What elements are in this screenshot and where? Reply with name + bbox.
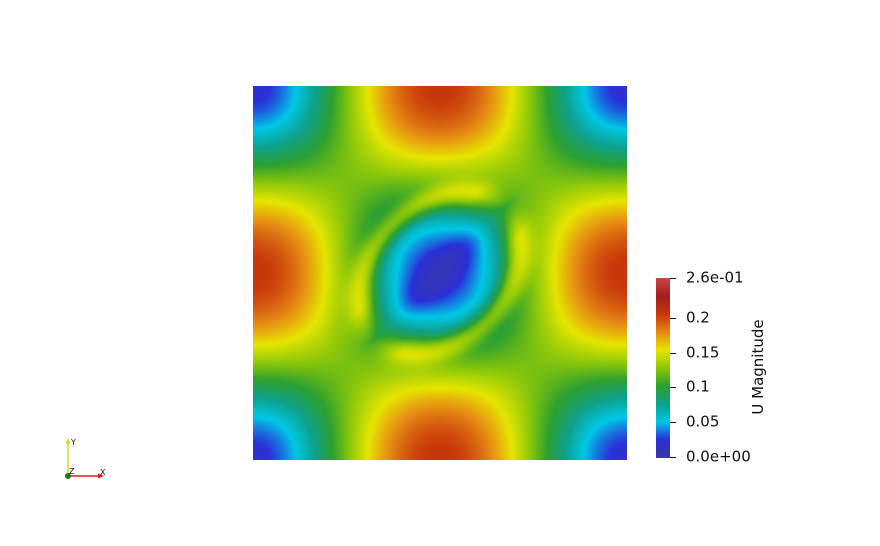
scalar-bar-label: 0.2 [686, 308, 710, 327]
y-axis-arrow-icon [65, 438, 71, 444]
y-axis-label: Y [70, 438, 76, 447]
velocity-magnitude-field [253, 86, 627, 460]
scalar-bar-tick [670, 353, 676, 354]
orientation-axes: Y X Z [65, 438, 106, 479]
scalar-bar-tick [670, 278, 676, 279]
scalar-bar-gradient [656, 278, 670, 458]
scalar-bar-tick [670, 387, 676, 388]
z-axis-dot-icon [65, 473, 71, 479]
scalar-bar-label: 0.05 [686, 412, 720, 431]
scalar-bar-label: 0.15 [686, 343, 720, 362]
scalar-bar-label: 2.6e-01 [686, 268, 744, 287]
scalar-bar-tick [670, 318, 676, 319]
x-axis-arrow-icon [98, 473, 104, 479]
z-axis-label: Z [69, 467, 75, 476]
scalar-bar-tick [670, 422, 676, 423]
scalar-bar-label: 0.0e+00 [686, 447, 751, 466]
x-axis-label: X [100, 468, 106, 477]
scalar-bar-tick [670, 457, 676, 458]
scalar-bar-label: 0.1 [686, 377, 710, 396]
scalar-bar-title: U Magnitude [749, 319, 767, 415]
